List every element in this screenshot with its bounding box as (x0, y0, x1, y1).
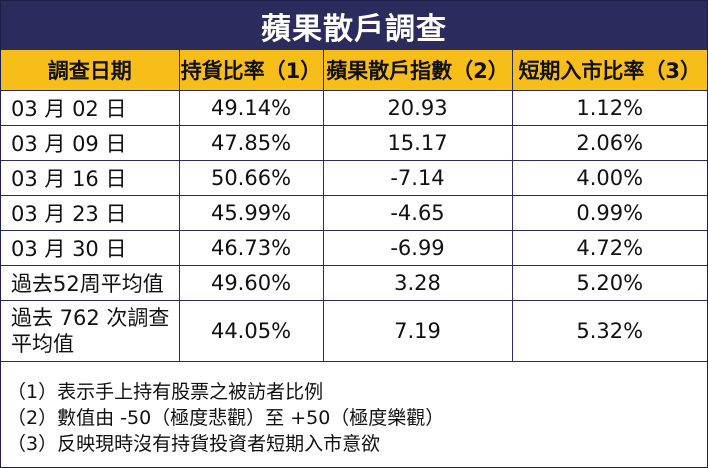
table-row: 03 月 30 日 46.73% -6.99 4.72% (1, 230, 707, 266)
table-row: 過去 762 次調查平均值 44.05% 7.19 5.32% (1, 300, 707, 362)
cell-entry: 4.00% (512, 160, 707, 196)
cell-holding: 45.99% (179, 195, 324, 231)
header-row: 調查日期 持貨比率（1） 蘋果散戶指數（2） 短期入市比率（3） (1, 50, 707, 91)
cell-index: -6.99 (323, 230, 513, 266)
cell-holding: 47.85% (179, 125, 324, 161)
column-header-date: 調查日期 (1, 50, 180, 91)
cell-date: 03 月 02 日 (1, 90, 180, 126)
title-bar: 蘋果散戶調查 (1, 1, 707, 50)
cell-date: 03 月 09 日 (1, 125, 180, 161)
cell-holding: 44.05% (179, 300, 324, 362)
footnotes: （1）表示手上持有股票之被訪者比例 （2）數值由 -50（極度悲觀）至 +50（… (7, 379, 701, 457)
cell-index: -4.65 (323, 195, 513, 231)
cell-index: 20.93 (323, 90, 513, 126)
column-header-retail-index: 蘋果散戶指數（2） (323, 50, 513, 91)
cell-entry: 5.20% (512, 265, 707, 301)
cell-holding: 49.14% (179, 90, 324, 126)
cell-date: 03 月 23 日 (1, 195, 180, 231)
cell-holding: 46.73% (179, 230, 324, 266)
cell-holding: 50.66% (179, 160, 324, 196)
cell-entry: 4.72% (512, 230, 707, 266)
cell-index: 7.19 (323, 300, 513, 362)
cell-holding: 49.60% (179, 265, 324, 301)
cell-index: -7.14 (323, 160, 513, 196)
column-header-holding-ratio: 持貨比率（1） (179, 50, 324, 91)
footnote: （2）數值由 -50（極度悲觀）至 +50（極度樂觀） (7, 407, 445, 429)
cell-date: 過去52周平均值 (1, 265, 180, 301)
cell-date: 03 月 30 日 (1, 230, 180, 266)
cell-index: 3.28 (323, 265, 513, 301)
table-row: 03 月 02 日 49.14% 20.93 1.12% (1, 90, 707, 126)
cell-date: 過去 762 次調查平均值 (1, 300, 180, 362)
footnote: （1）表示手上持有股票之被訪者比例 (7, 381, 324, 403)
survey-table: 調查日期 持貨比率（1） 蘋果散戶指數（2） 短期入市比率（3） 03 月 02… (1, 50, 707, 362)
table-row: 過去52周平均值 49.60% 3.28 5.20% (1, 265, 707, 301)
cell-date: 03 月 16 日 (1, 160, 180, 196)
footnote: （3）反映現時沒有持貨投資者短期入市意欲 (7, 433, 381, 455)
cell-entry: 2.06% (512, 125, 707, 161)
table-row: 03 月 16 日 50.66% -7.14 4.00% (1, 160, 707, 196)
cell-index: 15.17 (323, 125, 513, 161)
page-title: 蘋果散戶調查 (261, 11, 447, 47)
cell-entry: 5.32% (512, 300, 707, 362)
cell-entry: 0.99% (512, 195, 707, 231)
cell-entry: 1.12% (512, 90, 707, 126)
column-header-entry-ratio: 短期入市比率（3） (512, 50, 707, 91)
table-row: 03 月 09 日 47.85% 15.17 2.06% (1, 125, 707, 161)
table-row: 03 月 23 日 45.99% -4.65 0.99% (1, 195, 707, 231)
